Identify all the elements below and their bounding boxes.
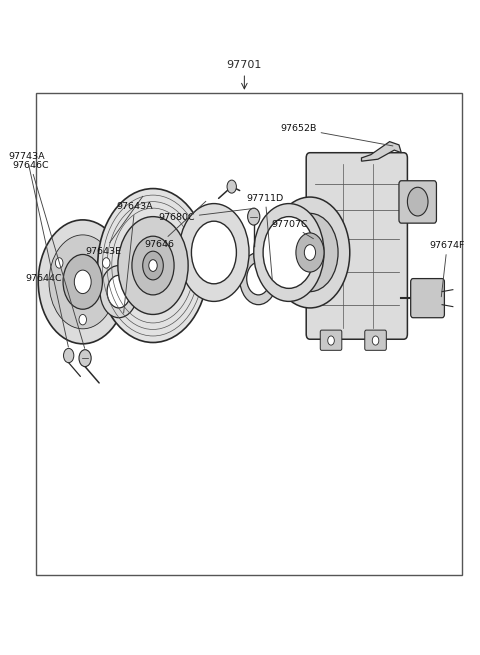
Text: 97643A: 97643A (117, 202, 153, 313)
Text: 97646: 97646 (144, 201, 206, 249)
Text: 97674F: 97674F (430, 242, 465, 297)
Circle shape (103, 257, 110, 268)
Circle shape (179, 204, 249, 301)
Circle shape (98, 189, 208, 343)
Circle shape (254, 204, 324, 301)
Circle shape (118, 217, 188, 314)
FancyBboxPatch shape (306, 153, 408, 339)
Circle shape (240, 252, 277, 305)
Circle shape (56, 257, 63, 268)
Text: 97643E: 97643E (85, 196, 143, 255)
Circle shape (328, 336, 334, 345)
Text: 97701: 97701 (227, 60, 262, 70)
Circle shape (304, 245, 315, 260)
Circle shape (149, 259, 157, 271)
Circle shape (79, 314, 86, 325)
FancyBboxPatch shape (399, 181, 436, 223)
Circle shape (132, 236, 174, 295)
Bar (36, 93, 462, 575)
Circle shape (248, 208, 260, 225)
Circle shape (74, 270, 91, 293)
Text: 97644C: 97644C (25, 274, 61, 283)
Text: 97743A: 97743A (9, 152, 68, 347)
Circle shape (79, 350, 91, 367)
Text: 97711D: 97711D (247, 194, 284, 280)
Circle shape (247, 262, 270, 295)
Circle shape (100, 265, 138, 318)
Text: 97707C: 97707C (272, 220, 313, 238)
FancyBboxPatch shape (365, 330, 386, 350)
Circle shape (49, 235, 117, 329)
Text: 97680C: 97680C (158, 208, 255, 223)
Circle shape (227, 180, 236, 193)
Circle shape (296, 233, 324, 272)
Circle shape (270, 197, 350, 308)
Text: 97646C: 97646C (12, 161, 84, 348)
Circle shape (38, 220, 127, 344)
Polygon shape (361, 141, 401, 161)
Text: 97652B: 97652B (281, 124, 393, 146)
Circle shape (143, 251, 163, 280)
Circle shape (372, 336, 379, 345)
Circle shape (408, 187, 428, 216)
FancyBboxPatch shape (411, 278, 444, 318)
Circle shape (63, 348, 74, 363)
Circle shape (282, 214, 338, 291)
Circle shape (63, 254, 102, 309)
Circle shape (107, 275, 131, 308)
Circle shape (192, 221, 236, 284)
FancyBboxPatch shape (320, 330, 342, 350)
Circle shape (263, 217, 314, 288)
